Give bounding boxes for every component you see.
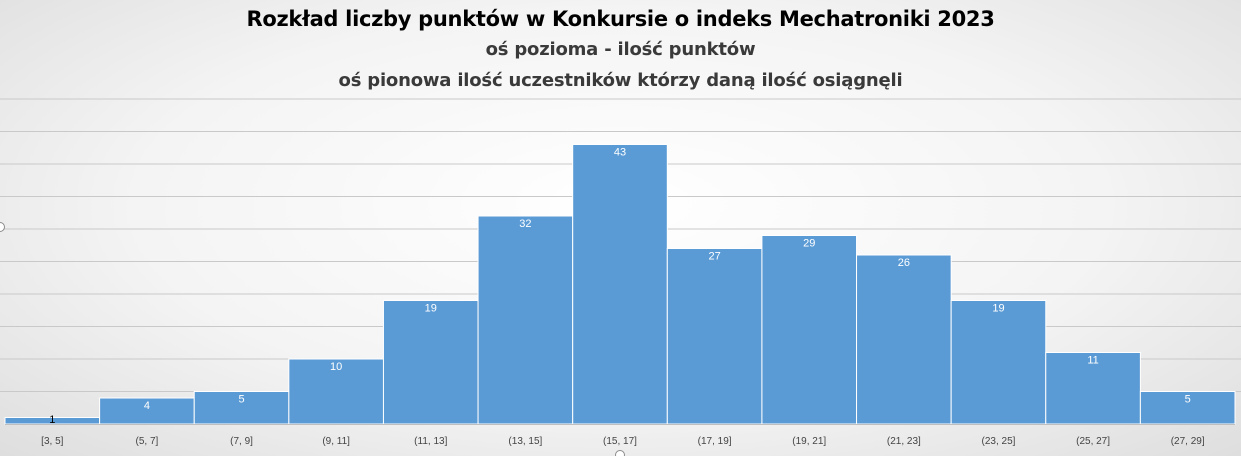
- x-tick-label: (27, 29]: [1171, 436, 1205, 447]
- bar: [288, 358, 384, 425]
- bar: [856, 254, 952, 425]
- bar: [666, 248, 763, 425]
- data-label: 11: [1087, 355, 1098, 367]
- data-label: 1: [49, 414, 55, 426]
- data-label: 5: [238, 394, 244, 406]
- x-tick-label: (19, 21]: [792, 436, 826, 447]
- data-label: 19: [425, 303, 437, 315]
- data-label: 26: [898, 257, 910, 269]
- bar: [1045, 352, 1141, 425]
- x-tick-label: (5, 7]: [136, 436, 159, 447]
- x-tick-label: [3, 5]: [41, 436, 63, 447]
- data-label: 32: [519, 218, 531, 230]
- x-tick-label: (13, 15]: [508, 436, 542, 447]
- x-tick-label: (23, 25]: [982, 436, 1016, 447]
- bars: [4, 144, 1236, 425]
- x-tick-label: (7, 9]: [230, 436, 253, 447]
- data-label: 43: [614, 147, 626, 159]
- bar: [477, 215, 574, 425]
- x-tick-label: (17, 19]: [698, 436, 732, 447]
- data-label: 4: [144, 400, 150, 412]
- bar: [572, 144, 668, 425]
- bottom-resize-handle-icon[interactable]: [615, 450, 625, 456]
- data-labels: 1 4 5 10 19 32 43 27 29 26 19 11 5: [49, 147, 1191, 427]
- bar: [950, 300, 1047, 425]
- x-tick-label: (21, 23]: [887, 436, 921, 447]
- data-label: 10: [330, 361, 342, 373]
- bar: [193, 391, 290, 425]
- data-label: 29: [803, 238, 815, 250]
- x-tick-label: (9, 11]: [322, 436, 350, 447]
- x-tick-labels: [3, 5] (5, 7] (7, 9] (9, 11] (11, 13] (13, 15…: [41, 436, 1205, 447]
- x-tick-label: (15, 17]: [603, 436, 637, 447]
- x-tick-label: (25, 27]: [1076, 436, 1110, 447]
- bar: [761, 235, 858, 425]
- data-label: 19: [992, 303, 1004, 315]
- x-tick-label: (11, 13]: [414, 436, 447, 447]
- bar: [382, 300, 479, 425]
- data-label: 5: [1185, 394, 1191, 406]
- bar: [1139, 391, 1236, 425]
- data-label: 27: [708, 251, 720, 263]
